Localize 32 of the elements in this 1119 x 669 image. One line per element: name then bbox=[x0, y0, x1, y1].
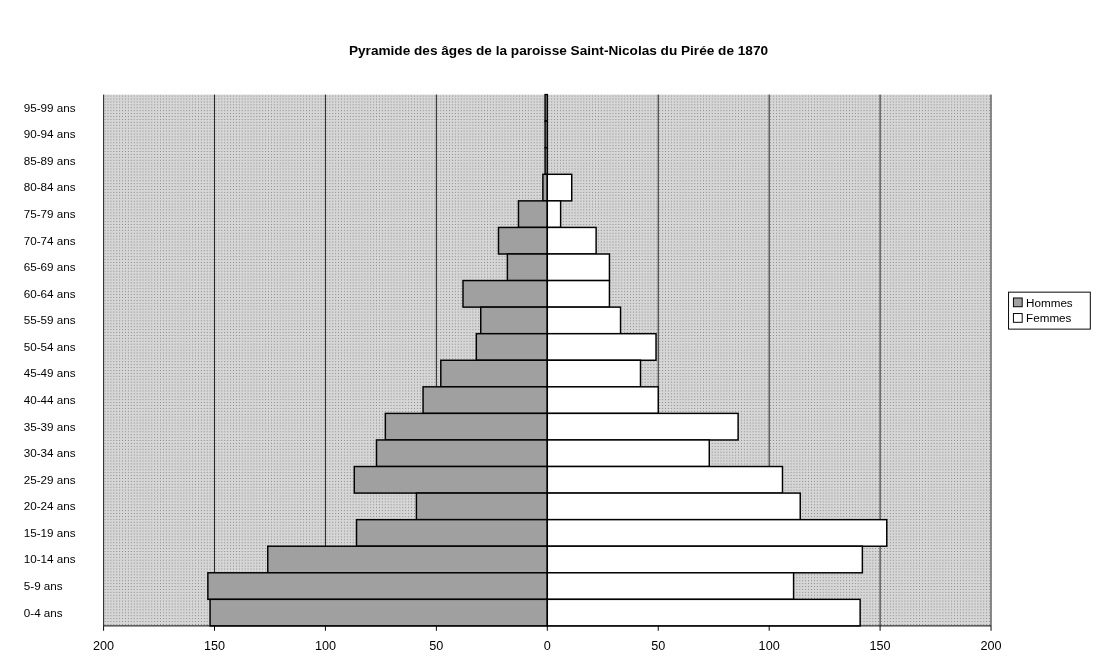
y-tick-label: 60-64 ans bbox=[23, 286, 76, 300]
y-tick-label: 80-84 ans bbox=[23, 180, 76, 194]
x-tick-label: 150 bbox=[869, 639, 891, 654]
y-tick-label: 30-34 ans bbox=[23, 446, 76, 460]
chart-title: Pyramide des âges de la paroisse Saint-Nicolas du Pirée de 1870 bbox=[348, 42, 769, 58]
x-tick-label: 200 bbox=[93, 639, 115, 654]
y-tick-label: 50-54 ans bbox=[23, 339, 76, 353]
x-tick-label: 100 bbox=[758, 639, 780, 654]
x-tick-label: 0 bbox=[543, 639, 551, 654]
y-tick-label: 0-4 ans bbox=[23, 605, 63, 619]
y-tick-label: 45-49 ans bbox=[23, 366, 76, 380]
y-tick-label: 95-99 ans bbox=[23, 100, 76, 114]
y-tick-label: 10-14 ans bbox=[23, 552, 76, 566]
x-tick-label: 150 bbox=[203, 639, 226, 654]
y-tick-label: 15-19 ans bbox=[23, 525, 76, 539]
legend-label: Femmes bbox=[1026, 311, 1072, 325]
y-tick-label: 5-9 ans bbox=[23, 578, 63, 592]
y-tick-label: 75-79 ans bbox=[23, 207, 76, 221]
y-tick-label: 40-44 ans bbox=[23, 393, 76, 406]
y-tick-label: 35-39 ans bbox=[23, 419, 76, 433]
x-tick-label: 50 bbox=[651, 639, 666, 654]
x-tick-label: 50 bbox=[429, 639, 444, 654]
y-tick-label: 20-24 ans bbox=[23, 499, 76, 513]
y-tick-label: 55-59 ans bbox=[23, 313, 76, 327]
legend-label: Hommes bbox=[1026, 295, 1073, 309]
y-tick-label: 70-74 ans bbox=[23, 233, 76, 247]
y-tick-label: 65-69 ans bbox=[23, 260, 76, 274]
y-tick-label: 85-89 ans bbox=[23, 153, 76, 167]
y-tick-label: 25-29 ans bbox=[23, 472, 76, 486]
x-tick-label: 100 bbox=[314, 639, 336, 654]
y-tick-label: 90-94 ans bbox=[23, 127, 76, 141]
x-tick-label: 200 bbox=[980, 639, 1002, 654]
